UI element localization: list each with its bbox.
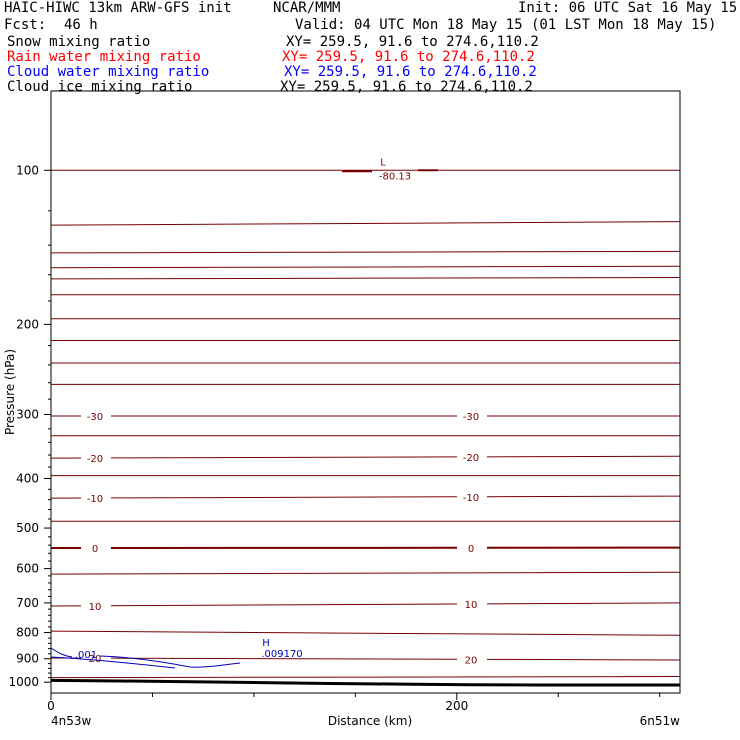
y-axis-label: Pressure (hPa) (3, 349, 17, 435)
isotherm-line (110, 603, 458, 607)
y-tick-label: 400 (16, 471, 39, 485)
isotherm-label: -30 (463, 412, 479, 423)
isotherm-label: -20 (87, 454, 103, 465)
field-name-snow: Snow mixing ratio (7, 34, 151, 50)
isotherm-line (50, 630, 681, 636)
isotherm-line (50, 571, 681, 575)
isotherm-label: 0 (468, 544, 474, 555)
isotherm-line (486, 495, 681, 498)
x-axis-label: Distance (km) (328, 714, 412, 728)
isotherm-label: -10 (463, 493, 479, 504)
isotherm-line (110, 456, 458, 459)
cloud-water-contours: .001 H.009170 (50, 638, 303, 669)
cloud-water-label: .001 (75, 650, 97, 661)
init-time: Init: 06 UTC Sat 16 May 15 (518, 0, 738, 16)
extrema-markers: L -80.13 (342, 157, 438, 182)
cloud-water-contour (50, 656, 176, 669)
isotherm-label: 10 (89, 602, 102, 613)
isotherm-label: -20 (463, 453, 479, 464)
isotherm-line (50, 250, 681, 254)
isotherm-line (486, 602, 681, 605)
terrain-surface (50, 678, 680, 687)
isotherm-line (50, 265, 681, 269)
forecast-label: Fcst: (4, 17, 47, 33)
x-tick-label: 200 (445, 699, 468, 713)
isotherm-line (486, 658, 681, 661)
plot-frame (50, 90, 681, 694)
y-tick-label: 200 (16, 317, 39, 331)
left-endpoint-label: 4n53w (51, 714, 92, 728)
y-tick-label: 1000 (8, 675, 39, 689)
isotherm-line (50, 277, 681, 280)
field-name-rain: Rain water mixing ratio (7, 49, 201, 65)
isotherm-line (110, 496, 458, 499)
forecast-hours: 46 h (64, 17, 98, 33)
cloud-water-contour (99, 655, 241, 668)
field-xy-cloud-water: XY= 259.5, 91.6 to 274.6,110.2 (284, 64, 537, 80)
y-tick-label: 600 (16, 562, 39, 576)
y-tick-label: 900 (16, 652, 39, 666)
right-endpoint-label: 6n51w (640, 714, 681, 728)
cloud-water-contour (50, 647, 73, 658)
x-tick-label: 0 (47, 699, 55, 713)
valid-time: Valid: 04 UTC Mon 18 May 15 (01 LST Mon … (295, 17, 717, 33)
field-xy-snow: XY= 259.5, 91.6 to 274.6,110.2 (286, 34, 539, 50)
model-title: HAIC-HIWC 13km ARW-GFS init (4, 0, 232, 16)
terrain-line (50, 678, 680, 687)
low-center-symbol: L (380, 157, 386, 168)
organization: NCAR/MMM (273, 0, 341, 16)
y-tick-label: 500 (16, 521, 39, 535)
y-tick-label: 300 (16, 408, 39, 422)
isotherm-label: -10 (87, 494, 103, 505)
isotherm-line (486, 455, 681, 458)
isotherm-label: 20 (465, 655, 478, 666)
high-center-value: .009170 (261, 649, 302, 660)
high-center-symbol: H (262, 638, 270, 649)
y-tick-label: 800 (16, 626, 39, 640)
isotherm-label: 0 (92, 544, 98, 555)
isotherm-line (110, 657, 458, 660)
field-xy-rain: XY= 259.5, 91.6 to 274.6,110.2 (282, 49, 535, 65)
isotherm-label: 10 (465, 600, 478, 611)
isotherm-label: -30 (87, 412, 103, 423)
low-center-value: -80.13 (379, 171, 411, 182)
isotherm-line (50, 221, 681, 226)
isotherm-line (50, 676, 681, 679)
y-tick-label: 100 (16, 163, 39, 177)
field-name-cloud-water: Cloud water mixing ratio (7, 64, 210, 80)
y-tick-label: 700 (16, 596, 39, 610)
